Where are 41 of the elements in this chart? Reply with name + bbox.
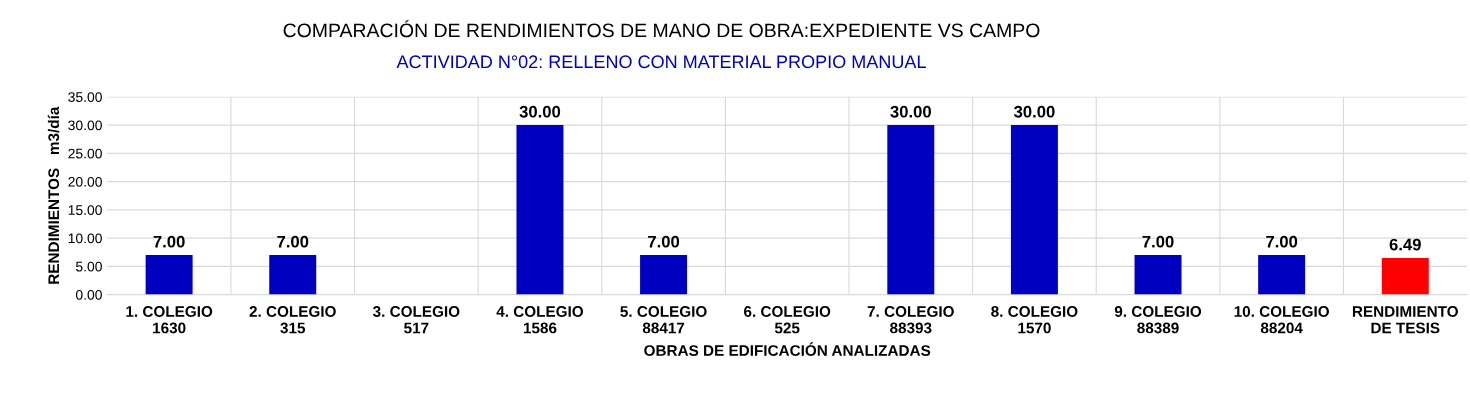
bar xyxy=(640,255,688,295)
bar xyxy=(887,125,935,295)
x-tick-label: 1. COLEGIO 1630 xyxy=(126,306,213,334)
y-tick-label: 30.00 xyxy=(68,120,102,131)
data-label: 7.00 xyxy=(153,235,185,248)
data-label: 30.00 xyxy=(890,105,931,118)
data-label: 30.00 xyxy=(1013,105,1055,118)
x-tick-label: 4. COLEGIO 1586 xyxy=(496,306,584,334)
y-tick-label: 25.00 xyxy=(68,148,102,159)
chart-title: COMPARACIÓN DE RENDIMIENTOS DE MANO DE OBRA:EXPEDIENTE VS CAMPO xyxy=(283,20,1040,38)
x-tick-label: 10. COLEGIO 88204 xyxy=(1234,306,1329,334)
bar xyxy=(516,125,564,295)
data-label: 7.00 xyxy=(648,235,680,248)
bar xyxy=(1258,255,1306,295)
bar xyxy=(1010,125,1058,295)
chart-subtitle: ACTIVIDAD N°02: RELLENO CON MATERIAL PROPIO MANUAL xyxy=(396,55,926,69)
data-label: 30.00 xyxy=(519,105,561,118)
y-tick-label: 15.00 xyxy=(68,205,102,215)
x-tick-label: 6. COLEGIO 525 xyxy=(744,306,831,334)
x-tick-label: RENDIMIENTO DE TESIS xyxy=(1352,306,1458,334)
bar xyxy=(145,255,193,295)
bar xyxy=(1381,257,1429,295)
y-tick-label: 35.00 xyxy=(68,92,102,102)
y-axis-title: RENDIMIENTOS m3/día xyxy=(47,106,60,284)
y-tick-label: 5.00 xyxy=(75,261,102,272)
y-tick-label: 10.00 xyxy=(68,233,102,244)
x-tick-label: 7. COLEGIO 88393 xyxy=(867,306,954,334)
bar xyxy=(269,255,317,295)
x-axis-title: OBRAS DE EDIFICACIÓN ANALIZADAS xyxy=(644,342,931,356)
y-tick-label: 0.00 xyxy=(75,289,102,300)
x-tick-label: 8. COLEGIO 1570 xyxy=(991,306,1078,334)
data-label: 6.49 xyxy=(1389,238,1421,251)
x-tick-label: 2. COLEGIO 315 xyxy=(249,306,336,334)
y-tick-label: 20.00 xyxy=(68,176,102,187)
data-label: 7.00 xyxy=(277,235,309,248)
data-label: 7.00 xyxy=(1142,235,1174,248)
x-tick-label: 9. COLEGIO 88389 xyxy=(1114,306,1202,334)
bar xyxy=(1134,255,1182,295)
data-label: 7.00 xyxy=(1266,235,1298,248)
x-tick-label: 3. COLEGIO 517 xyxy=(372,306,460,334)
x-tick-label: 5. COLEGIO 88417 xyxy=(620,306,707,334)
